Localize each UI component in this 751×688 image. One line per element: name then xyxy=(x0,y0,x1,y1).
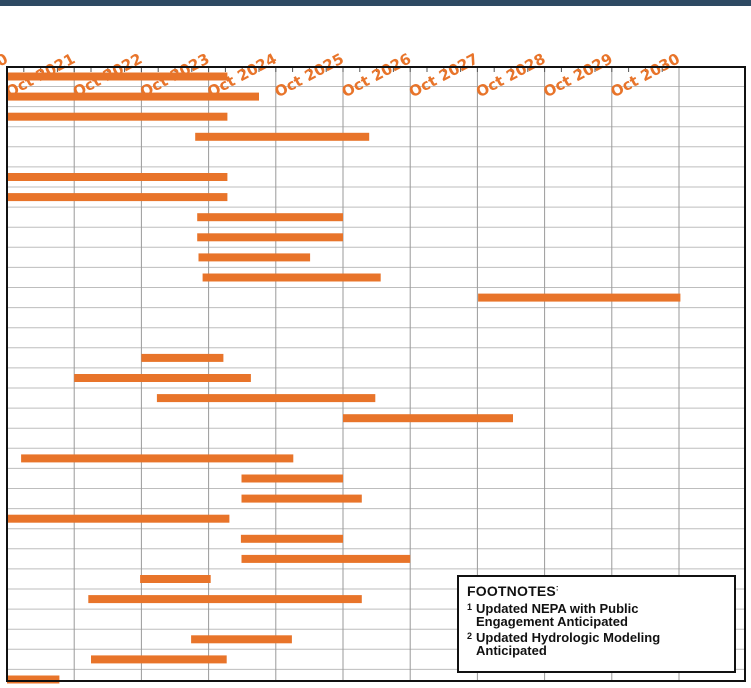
footnote-item-2: 2 Updated Hydrologic Modeling Anticipated xyxy=(467,631,728,657)
x-tick-label: Oct 2030 xyxy=(608,50,683,101)
footnote-text: Updated Hydrologic Modeling Anticipated xyxy=(476,630,661,658)
gantt-bar-6 xyxy=(7,193,228,202)
x-tick-label: Oct 2027 xyxy=(406,50,481,101)
gantt-bar-5 xyxy=(7,173,228,181)
gantt-bar-11 xyxy=(478,293,681,302)
gantt-bar-17 xyxy=(241,474,343,483)
gantt-bar-18 xyxy=(241,494,362,503)
bars xyxy=(7,72,681,684)
top-band xyxy=(0,0,751,6)
x-tick-label: Oct 2029 xyxy=(540,50,615,101)
gantt-bar-21 xyxy=(241,554,411,563)
gantt-bar-20 xyxy=(240,534,343,543)
gantt-bar-15 xyxy=(343,414,513,423)
gantt-bar-19 xyxy=(7,514,230,523)
x-tick-label: Oct 2028 xyxy=(473,50,548,101)
gantt-bar-14 xyxy=(156,394,376,403)
gantt-bar-1 xyxy=(7,72,228,81)
gantt-bar-16 xyxy=(21,454,294,463)
gantt-bar-25 xyxy=(91,655,227,664)
gantt-bar-8 xyxy=(197,233,343,242)
x-tick-label: Oct 2025 xyxy=(272,50,347,101)
footnote-item-1: 1 Updated NEPA with Public Engagement Ant… xyxy=(467,602,728,628)
x-tick-label: Oct 2026 xyxy=(339,50,414,101)
gantt-bar-10 xyxy=(202,273,381,282)
footnote-text: Updated NEPA with Public Engagement Antic… xyxy=(476,601,639,629)
gantt-bar-13 xyxy=(74,374,251,382)
footnote-number: 1 xyxy=(467,602,473,612)
gantt-bar-12 xyxy=(141,353,224,362)
gantt-bar-22 xyxy=(140,575,211,583)
gantt-bar-4 xyxy=(195,132,370,141)
grid xyxy=(6,67,745,681)
gantt-bar-2 xyxy=(7,92,259,101)
gantt-bar-23 xyxy=(88,595,362,604)
gantt-bar-26 xyxy=(7,675,60,684)
gantt-bar-24 xyxy=(191,635,292,644)
footnote-number: 2 xyxy=(467,631,473,641)
footnotes-title: FOOTNOTES: xyxy=(467,583,559,599)
chart-frame xyxy=(6,66,746,682)
gantt-bar-9 xyxy=(198,253,311,262)
footnotes-box: FOOTNOTES: 1 Updated NEPA with Public Eng… xyxy=(457,575,736,673)
gantt-bar-3 xyxy=(7,112,228,121)
gantt-bar-7 xyxy=(197,213,343,222)
